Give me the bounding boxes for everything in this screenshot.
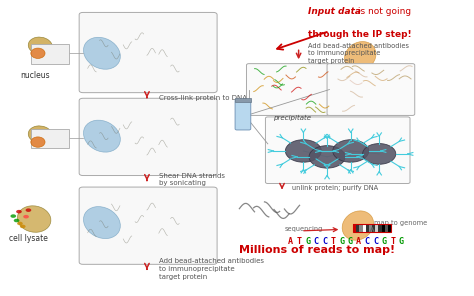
Bar (353, 224, 391, 232)
Circle shape (10, 214, 16, 218)
Text: Shear DNA strands
by sonicating: Shear DNA strands by sonicating (159, 173, 225, 186)
Circle shape (23, 215, 29, 218)
Text: G: G (382, 237, 387, 246)
Circle shape (285, 140, 321, 162)
Bar (375, 224, 378, 232)
Text: T: T (391, 237, 395, 246)
Ellipse shape (28, 126, 52, 144)
Circle shape (20, 225, 26, 228)
Ellipse shape (28, 37, 52, 55)
Circle shape (26, 208, 31, 212)
Bar (31, 129, 69, 148)
FancyBboxPatch shape (246, 64, 329, 115)
Circle shape (16, 210, 22, 213)
Text: Add bead-attached antibodies
to immunoprecipitate
target protein: Add bead-attached antibodies to immunopr… (308, 43, 409, 64)
Text: G: G (348, 237, 353, 246)
Circle shape (333, 140, 369, 162)
Text: A: A (288, 237, 293, 246)
Bar (369, 224, 372, 232)
Bar (366, 224, 369, 232)
FancyBboxPatch shape (265, 117, 410, 184)
Bar (378, 224, 382, 232)
Text: unlink protein; purify DNA: unlink protein; purify DNA (292, 185, 378, 191)
FancyBboxPatch shape (235, 99, 251, 130)
Bar (385, 224, 388, 232)
Text: Input data: Input data (308, 7, 361, 16)
Bar (356, 224, 359, 232)
Ellipse shape (347, 124, 378, 154)
Text: map to genome: map to genome (374, 220, 428, 226)
Text: G: G (339, 237, 344, 246)
Text: A: A (356, 237, 361, 246)
Text: Millions of reads to map!: Millions of reads to map! (239, 245, 395, 255)
Ellipse shape (31, 48, 45, 59)
Circle shape (14, 219, 19, 222)
Ellipse shape (31, 137, 45, 147)
Ellipse shape (18, 206, 51, 232)
Text: G: G (305, 237, 310, 246)
Circle shape (17, 222, 23, 225)
Bar (359, 224, 363, 232)
Bar (382, 224, 385, 232)
Bar (363, 224, 366, 232)
Text: is not going: is not going (355, 7, 410, 16)
FancyBboxPatch shape (327, 64, 415, 115)
Ellipse shape (83, 207, 120, 239)
Text: sequencing: sequencing (284, 226, 323, 232)
Ellipse shape (345, 41, 376, 71)
Text: Cross-link protein to DNA: Cross-link protein to DNA (159, 95, 247, 101)
Text: Add bead-attached antibodies
to immunoprecipitate
target protein: Add bead-attached antibodies to immunopr… (159, 258, 264, 279)
Text: T: T (297, 237, 301, 246)
FancyBboxPatch shape (79, 187, 217, 264)
Bar (235, 98, 251, 102)
Text: C: C (322, 237, 327, 246)
Ellipse shape (83, 120, 120, 152)
FancyBboxPatch shape (79, 98, 217, 176)
Text: precipitate: precipitate (273, 115, 310, 121)
Bar (388, 224, 391, 232)
Ellipse shape (342, 211, 374, 240)
Text: G: G (399, 237, 404, 246)
Text: cell lysate: cell lysate (9, 234, 48, 243)
Bar (31, 44, 69, 64)
FancyBboxPatch shape (79, 12, 217, 93)
Circle shape (309, 146, 345, 168)
Text: C: C (365, 237, 370, 246)
Text: C: C (374, 237, 378, 246)
Text: through the IP step!: through the IP step! (308, 30, 412, 38)
Bar (353, 224, 356, 232)
Circle shape (363, 144, 396, 164)
Text: nucleus: nucleus (21, 71, 50, 80)
Text: T: T (331, 237, 336, 246)
Text: C: C (314, 237, 319, 246)
Ellipse shape (83, 37, 120, 69)
Bar (372, 224, 375, 232)
